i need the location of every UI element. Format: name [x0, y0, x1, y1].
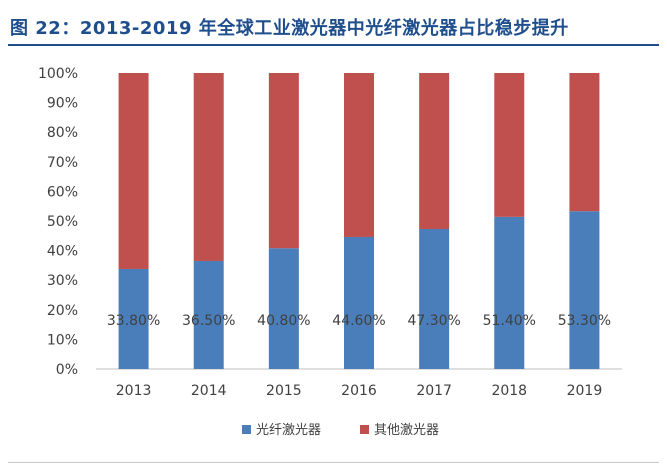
data-label: 36.50% [182, 313, 235, 329]
x-tick-label: 2014 [191, 383, 227, 399]
bar-other-laser [569, 73, 600, 212]
bottom-divider [8, 462, 659, 463]
y-tick-label: 30% [47, 273, 78, 289]
bar-other-laser [118, 73, 149, 269]
x-tick-label: 2017 [416, 383, 452, 399]
bar-fiber-laser [193, 260, 224, 369]
y-tick-label: 50% [47, 214, 78, 230]
data-label: 44.60% [332, 313, 385, 329]
bar-fiber-laser [344, 236, 374, 369]
bar-fiber-laser [569, 211, 600, 369]
bar-fiber-laser [118, 268, 149, 369]
data-label: 51.40% [483, 313, 536, 329]
y-tick-label: 90% [47, 96, 78, 112]
data-label: 53.30% [558, 313, 611, 329]
figure-title: 图 22：2013-2019 年全球工业激光器中光纤激光器占比稳步提升 [10, 18, 569, 39]
legend-label: 光纤激光器 [256, 423, 321, 438]
bar-other-laser [268, 73, 299, 249]
x-tick-label: 2016 [341, 383, 377, 399]
x-tick-label: 2018 [491, 383, 527, 399]
y-tick-label: 20% [47, 303, 78, 319]
bar-other-laser [419, 73, 450, 229]
bar-other-laser [193, 73, 224, 261]
legend-label: 其他激光器 [374, 423, 439, 438]
legend-swatch-fiber [242, 425, 251, 434]
bar-fiber-laser [268, 248, 299, 369]
legend-swatch-other [360, 425, 369, 434]
x-tick-label: 2013 [116, 383, 152, 399]
y-tick-label: 100% [38, 66, 78, 82]
bar-fiber-laser [419, 228, 450, 369]
y-tick-label: 80% [47, 125, 78, 141]
title-underline [8, 44, 659, 46]
data-label: 40.80% [257, 313, 310, 329]
y-tick-label: 40% [47, 244, 78, 260]
data-label: 33.80% [107, 313, 160, 329]
bar-other-laser [494, 73, 525, 217]
x-tick-label: 2019 [567, 383, 603, 399]
bar-fiber-laser [494, 216, 525, 369]
y-tick-label: 60% [47, 184, 78, 200]
bar-other-laser [344, 73, 374, 237]
y-tick-label: 70% [47, 155, 78, 171]
y-tick-label: 0% [56, 362, 78, 378]
data-label: 47.30% [407, 313, 460, 329]
y-tick-label: 10% [47, 332, 78, 348]
x-tick-label: 2015 [266, 383, 302, 399]
